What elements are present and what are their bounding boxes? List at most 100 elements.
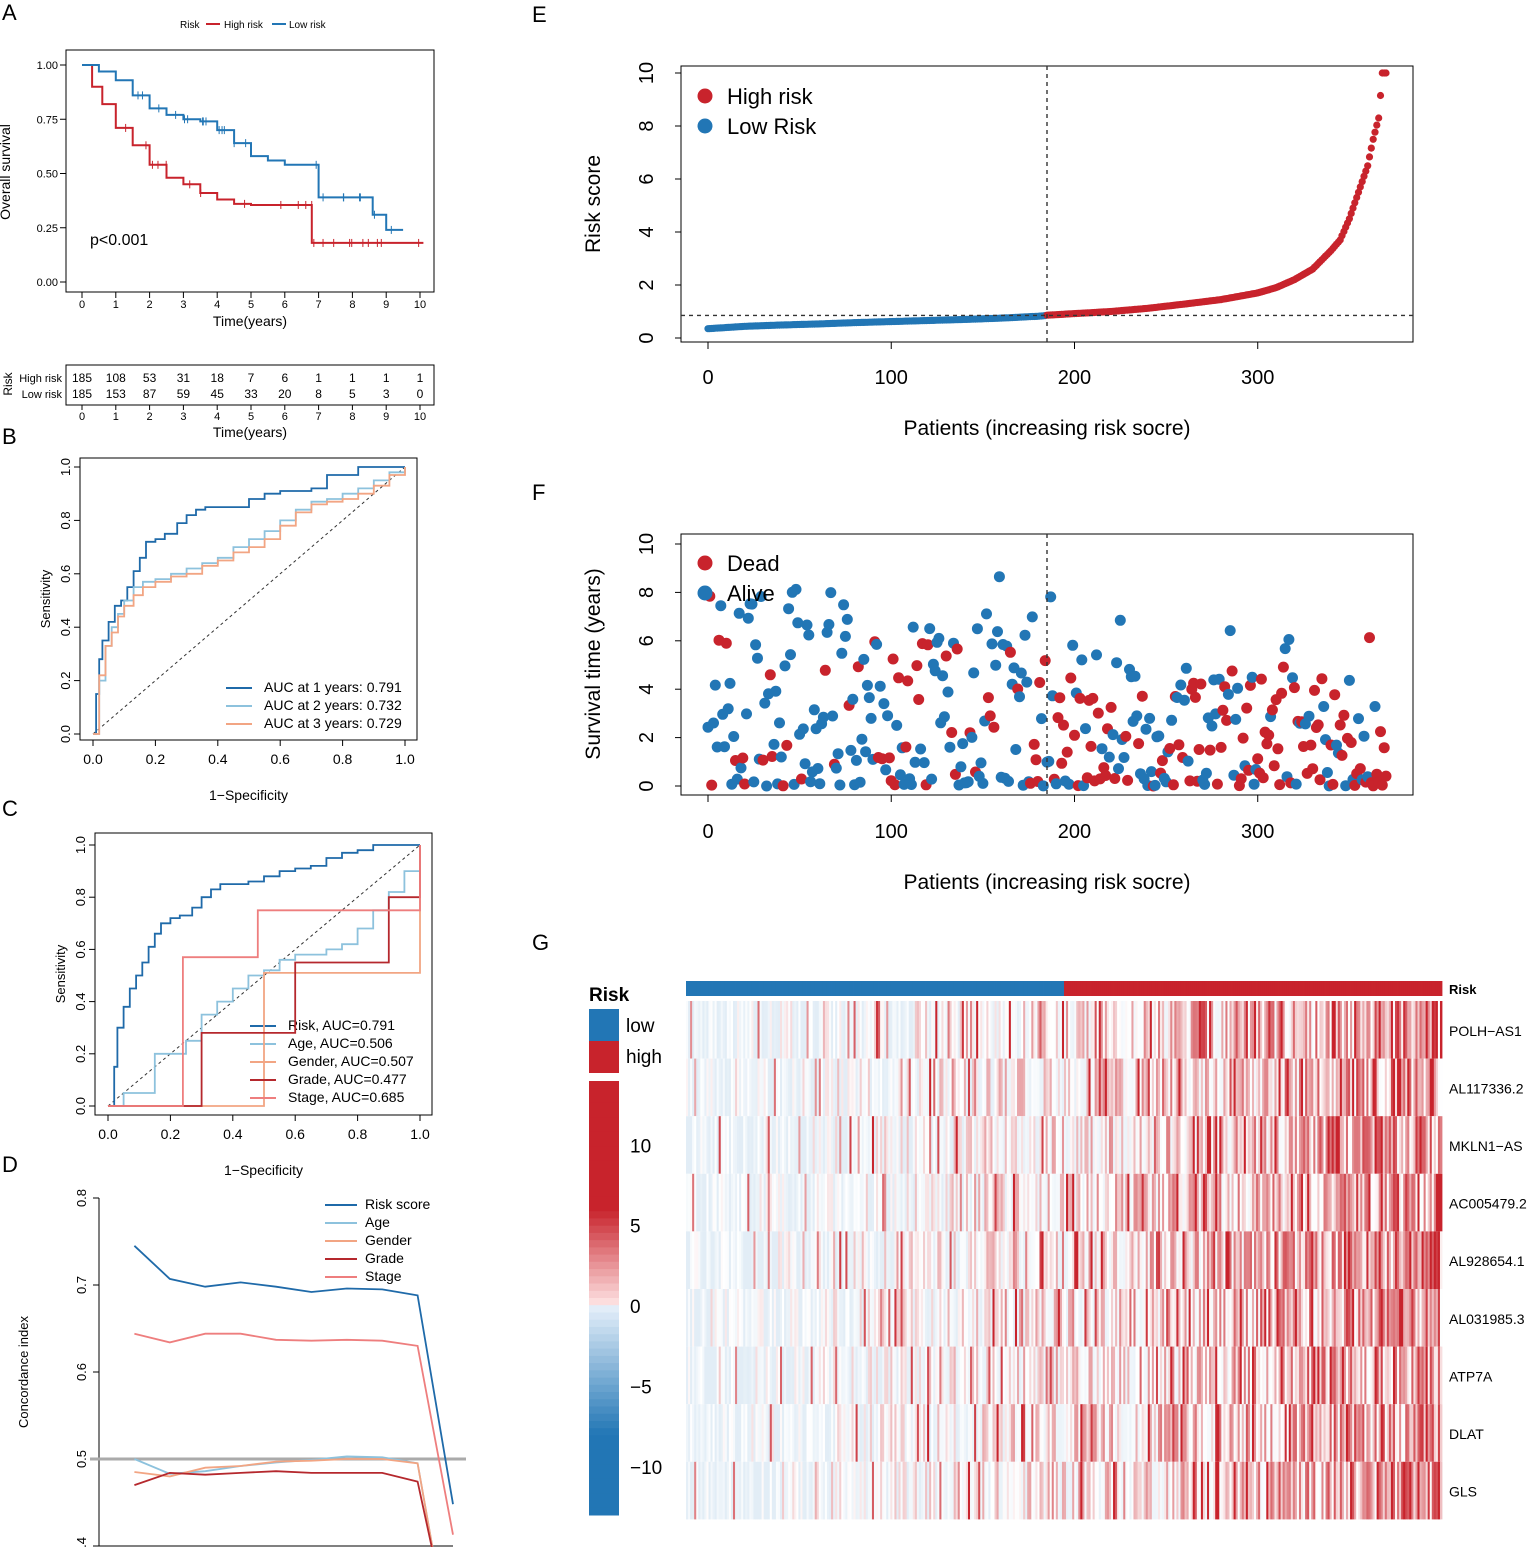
heatmap-cell [967, 1404, 971, 1462]
heatmap-cell [965, 1173, 969, 1232]
heatmap-cell [1345, 1231, 1349, 1289]
y-tick-label: 10 [636, 533, 658, 555]
heatmap-cell [1435, 1346, 1439, 1405]
heatmap-cell [1227, 1058, 1230, 1117]
heatmap-cell [1354, 1116, 1357, 1174]
heatmap-cell [1411, 1289, 1414, 1347]
heatmap-cell [784, 1173, 787, 1232]
heatmap-cell [1407, 1289, 1410, 1347]
heatmap-cell [753, 1058, 756, 1117]
heatmap-cell [892, 1289, 895, 1347]
heatmap-cell [796, 1461, 799, 1520]
heatmap-cell [1196, 1289, 1200, 1347]
heatmap-cell [1137, 1289, 1140, 1347]
heatmap-cell [1025, 1116, 1028, 1174]
heatmap-cell [996, 1116, 1000, 1174]
risk-annotation-cell [1356, 981, 1359, 996]
heatmap-cell [824, 1404, 828, 1462]
heatmap-cell [1411, 1461, 1414, 1520]
legend-label: Stage [365, 1268, 402, 1284]
x-tick-label: 200 [1058, 367, 1091, 389]
risk-annotation-cell [839, 981, 842, 996]
heatmap-cell [1301, 1173, 1304, 1232]
heatmap-cell [790, 1461, 793, 1520]
heatmap-cell [749, 1116, 752, 1174]
point-high-risk [1373, 121, 1381, 129]
heatmap-cell [1364, 1173, 1367, 1232]
risk-annotation-cell [1004, 981, 1008, 996]
heatmap-cell [871, 1173, 875, 1232]
heatmap-cell [1254, 1289, 1257, 1347]
heatmap-cell [1221, 1116, 1224, 1174]
heatmap-cell [706, 1173, 709, 1232]
risk-annotation-cell [1131, 981, 1134, 996]
heatmap-cell [1378, 1461, 1382, 1520]
heatmap-cell [1019, 1116, 1022, 1174]
heatmap-cell [831, 1231, 834, 1289]
heatmap-cell [943, 1116, 946, 1174]
risk-annotation-cell [694, 981, 697, 996]
heatmap-cell [1429, 1346, 1433, 1405]
heatmap-cell [1319, 1173, 1322, 1232]
heatmap-cell [1298, 1173, 1302, 1232]
heatmap-cell [974, 1346, 977, 1405]
heatmap-cell [773, 1173, 777, 1232]
risk-annotation-cell [1113, 981, 1116, 996]
heatmap-cell [1256, 1001, 1259, 1059]
heatmap-cell [1037, 1289, 1040, 1347]
heatmap-cell [1439, 1404, 1443, 1462]
heatmap-cell [961, 1001, 965, 1059]
heatmap-cell [1231, 1231, 1234, 1289]
colorbar-step [589, 1290, 619, 1299]
heatmap-cell [998, 1404, 1002, 1462]
heatmap-cell [1098, 1001, 1102, 1059]
heatmap-cell [1117, 1404, 1120, 1462]
heatmap-cell [1014, 1289, 1018, 1347]
roc-curve-2 [108, 845, 421, 1107]
heatmap-cell [1397, 1289, 1400, 1347]
risk-annotation-cell [1139, 981, 1143, 996]
risk-annotation-cell [1213, 981, 1216, 996]
heatmap-cell [1209, 1289, 1212, 1347]
heatmap-cell [937, 1173, 940, 1232]
heatmap-cell [910, 1231, 914, 1289]
heatmap-cell [1172, 1461, 1175, 1520]
heatmap-cell [1329, 1173, 1333, 1232]
gene-label: POLH−AS1 [1449, 1023, 1522, 1039]
heatmap-cell [1286, 1001, 1290, 1059]
heatmap-cell [1374, 1001, 1378, 1059]
heatmap-cell [1110, 1058, 1114, 1117]
heatmap-cell [1031, 1461, 1034, 1520]
heatmap-cell [1243, 1058, 1247, 1117]
risk-annotation-cell [779, 981, 783, 996]
heatmap-cell [708, 1461, 711, 1520]
risk-annotation-cell [837, 981, 840, 996]
point-dead [1173, 739, 1185, 751]
heatmap-cell [1021, 1001, 1024, 1059]
heatmap-cell [1017, 1173, 1020, 1232]
heatmap-cell [1064, 1404, 1067, 1462]
heatmap-cell [1435, 1289, 1439, 1347]
heatmap-cell [1245, 1346, 1249, 1405]
heatmap-cell [955, 1116, 959, 1174]
risk-annotation-cell [1012, 981, 1016, 996]
heatmap-cell [1427, 1116, 1431, 1174]
heatmap-cell [1388, 1289, 1392, 1347]
heatmap-cell [937, 1001, 940, 1059]
heatmap-cell [851, 1116, 854, 1174]
heatmap-cell [1376, 1346, 1380, 1405]
colorbar-step [589, 1175, 619, 1183]
heatmap-cell [1339, 1231, 1343, 1289]
heatmap-cell [876, 1173, 879, 1232]
risk-count: 153 [106, 387, 126, 401]
heatmap-cell [1127, 1058, 1130, 1117]
heatmap-cell [935, 1231, 938, 1289]
heatmap-cell [686, 1346, 689, 1405]
risk-annotation-cell [829, 981, 832, 996]
heatmap-cell [1345, 1058, 1349, 1117]
heatmap-cell [1076, 1001, 1079, 1059]
heatmap-cell [1266, 1231, 1269, 1289]
risk-count: 7 [248, 371, 255, 385]
heatmap-cell [700, 1289, 703, 1347]
heatmap-cell [704, 1404, 707, 1462]
